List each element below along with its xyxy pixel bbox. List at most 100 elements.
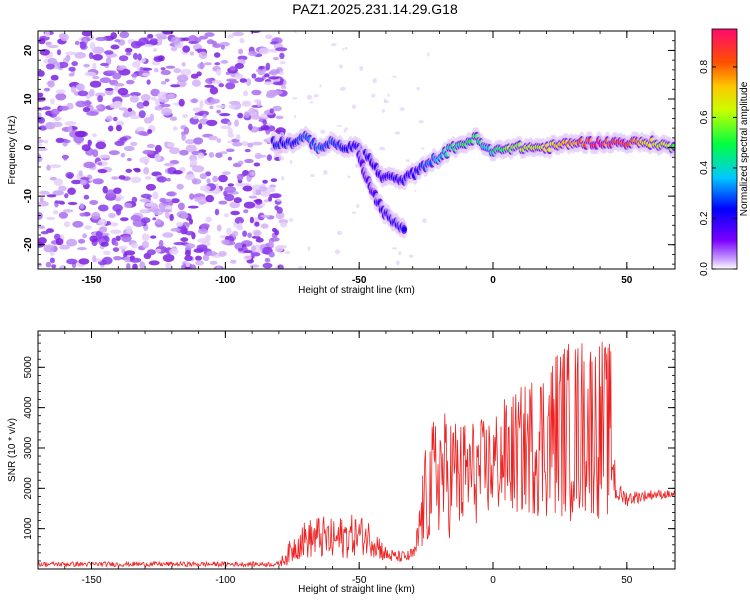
noise-blob [216,138,222,144]
noise-blob [113,187,122,194]
noise-blob [89,80,102,88]
noise-blob [244,158,254,164]
noise-blob [119,31,130,39]
noise-blob [248,50,258,57]
noise-blob [149,113,155,122]
noise-blob [176,221,184,227]
noise-blob [153,68,159,73]
noise-blob [92,76,100,79]
noise-blob [153,56,164,62]
noise-speckle [340,86,346,91]
noise-blob [234,119,239,127]
noise-blob [130,115,140,120]
noise-blob [67,125,73,133]
noise-blob [154,153,161,161]
noise-blob [236,173,244,181]
noise-blob [79,203,85,210]
noise-blob [248,123,253,131]
noise-blob [124,250,136,256]
noise-blob [92,149,99,158]
noise-blob [172,126,178,131]
noise-speckle [427,52,430,57]
noise-blob [112,72,122,80]
noise-blob [248,107,256,115]
noise-blob [141,233,150,242]
noise-blob [251,73,257,79]
noise-blob [251,245,256,253]
noise-blob [229,80,239,84]
noise-blob [218,250,227,257]
noise-blob [63,139,71,144]
noise-blob [184,139,196,145]
y-tick-label: 10 [23,93,34,105]
noise-blob [166,191,176,197]
noise-blob [154,99,160,106]
noise-blob [161,107,173,116]
noise-blob [215,104,226,109]
noise-blob [152,217,157,221]
noise-blob [89,52,94,60]
noise-blob [273,56,279,61]
noise-blob [86,111,99,116]
noise-blob [114,100,123,108]
x-tick-label: -150 [82,575,102,586]
noise-speckle [313,94,319,98]
noise-blob [148,260,160,266]
noise-blob [166,177,172,182]
noise-blob [204,84,215,88]
noise-blob [170,116,178,121]
noise-speckle [294,114,297,119]
noise-blob [155,144,162,153]
noise-blob [118,175,126,180]
noise-blob [200,185,211,192]
noise-blob [89,200,99,205]
noise-blob [145,183,156,191]
noise-blob [38,70,45,77]
y-tick-label: 4000 [23,396,34,419]
noise-blob [247,232,253,238]
noise-speckle [306,94,313,100]
noise-blob [165,262,173,269]
noise-blob [250,114,261,120]
noise-speckle [284,251,291,255]
noise-blob [84,71,97,77]
noise-blob [129,95,139,103]
noise-blob [97,169,108,174]
noise-blob [184,266,191,269]
noise-blob [200,223,210,229]
noise-blob [150,235,157,239]
noise-blob [79,179,88,186]
noise-blob [271,227,277,233]
noise-blob [130,92,141,97]
noise-blob [216,224,222,232]
noise-blob [90,42,96,51]
noise-blob [254,221,260,227]
noise-blob [63,154,68,161]
snr-frame [37,330,676,570]
noise-blob [75,84,83,90]
noise-blob [198,228,208,235]
noise-blob [95,92,106,97]
noise-blob [253,162,261,167]
noise-blob [115,197,121,202]
noise-blob [275,115,284,120]
noise-blob [95,104,102,110]
noise-blob [82,233,87,239]
x-tick-label: -150 [82,275,102,286]
noise-blob [248,195,258,199]
noise-blob [62,209,74,213]
noise-blob [108,125,114,132]
noise-blob [252,141,263,146]
noise-blob [136,126,145,133]
noise-blob [74,52,86,59]
noise-blob [227,121,232,126]
noise-blob [218,174,228,183]
noise-blob [243,90,248,97]
noise-blob [125,225,133,234]
noise-blob [185,231,195,236]
noise-blob [253,230,261,237]
noise-blob [132,61,141,68]
noise-blob [114,140,125,147]
noise-blob [38,112,42,117]
noise-speckle [372,78,377,84]
